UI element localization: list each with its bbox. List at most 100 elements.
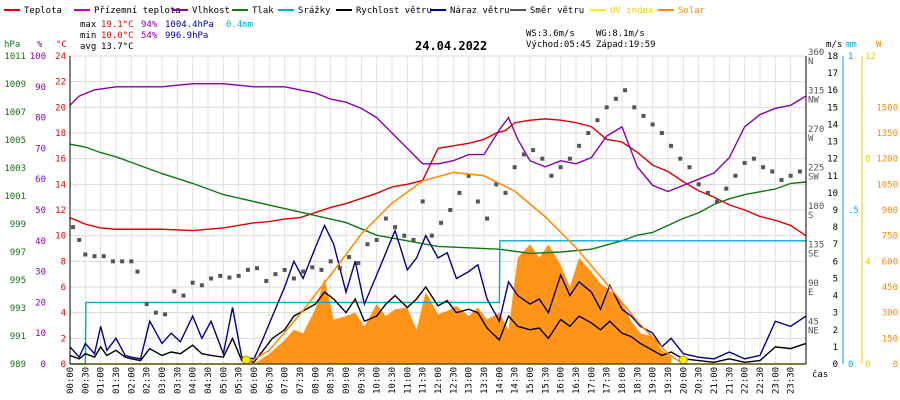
legend-label-solar: Solar	[678, 6, 706, 16]
temperature-tick-label: 20	[55, 103, 66, 113]
solar-tick-label: 900	[882, 206, 898, 216]
wind-dir-point	[227, 275, 232, 280]
wind-dir-point	[135, 269, 140, 274]
unit-time: čas	[812, 369, 828, 380]
x-tick-label: 09:30	[357, 367, 367, 394]
x-tick-label: 23:00	[771, 367, 781, 394]
humidity-tick-label: 40	[35, 237, 46, 247]
wind-dir-point	[337, 266, 342, 271]
wind-dir-point	[485, 216, 490, 221]
wind-dir-point	[310, 265, 315, 270]
stats: max 19.1°C 94% 1004.4hPa 0.4mm min 10.0°…	[80, 20, 253, 52]
stat-min-label: min	[80, 31, 96, 41]
x-tick-label: 03:00	[158, 367, 168, 394]
x-tick-label: 00:30	[81, 367, 91, 394]
solar-tick-label: 750	[882, 232, 898, 242]
wind-speed-tick-label: 15	[827, 103, 838, 113]
wind-dir-point	[521, 152, 526, 157]
wind-dir-tick-label: 315	[808, 87, 824, 97]
legend-label-wind-dir: Směr větru	[530, 6, 584, 16]
wind-speed-tick-label: 5	[833, 274, 838, 284]
series-line	[69, 83, 807, 193]
unit-ms: m/s	[826, 40, 842, 50]
pressure-tick-label: 1011	[4, 52, 26, 62]
wind-dir-point	[420, 199, 425, 204]
stat-avg-temp: 13.7°C	[101, 42, 134, 52]
wind-dir-point	[715, 199, 720, 204]
x-tick-label: 15:00	[526, 367, 536, 394]
wind-speed-tick-label: 13	[827, 138, 838, 148]
pressure-tick-label: 1003	[4, 164, 26, 174]
wind-dir-point	[475, 199, 480, 204]
uv-tick-label: 4	[865, 257, 870, 267]
sun-marker	[241, 355, 251, 365]
wind-dir-point	[604, 105, 609, 110]
pressure-tick-label: 991	[10, 332, 26, 342]
chart-title-date: 24.04.2022	[415, 39, 487, 53]
wind-dir-point	[540, 156, 545, 161]
wind-dir-point	[586, 131, 591, 135]
series-line	[69, 285, 807, 364]
wind-dir-point	[365, 242, 370, 247]
wind-dir-point	[457, 190, 462, 195]
humidity-tick-label: 20	[35, 298, 46, 308]
wind-dir-point	[129, 259, 134, 264]
wind-dir-point	[383, 216, 388, 221]
wind-speed-tick-label: 17	[827, 69, 838, 79]
x-tick-label: 19:00	[649, 367, 659, 394]
wind-speed-tick-label: 4	[833, 292, 838, 302]
uv-tick-label: 12	[865, 52, 876, 62]
x-tick-label: 18:30	[633, 367, 643, 394]
temperature-tick-label: 10	[55, 232, 66, 242]
stat-min-press: 996.9hPa	[165, 31, 208, 41]
x-tick-label: 18:00	[618, 367, 628, 394]
wind-dir-point	[696, 182, 701, 187]
unit-pct: %	[37, 40, 43, 50]
wind-dir-point	[282, 267, 287, 272]
wind-dir-point	[678, 156, 683, 161]
humidity-tick-label: 50	[35, 206, 46, 216]
wind-speed-tick-label: 8	[833, 223, 838, 233]
temperature-tick-label: 14	[55, 180, 66, 190]
wind-dir-point	[144, 302, 149, 307]
wind-dir-compass-label: NE	[808, 327, 819, 337]
wind-dir-point	[577, 143, 582, 148]
pressure-tick-label: 995	[10, 276, 26, 286]
wind-dir-point	[503, 190, 508, 195]
x-tick-label: 10:00	[373, 367, 383, 394]
temperature-tick-label: 0	[61, 360, 66, 370]
wind-dir-point	[83, 252, 88, 257]
wind-dir-tick-label: 270	[808, 125, 824, 135]
x-tick-label: 05:00	[219, 367, 229, 394]
wind-dir-point	[512, 165, 517, 170]
x-tick-label: 02:30	[143, 367, 153, 394]
legend-label-ground-temp: Přízemní teplota	[94, 6, 181, 16]
wind-dir-point	[632, 105, 637, 110]
rain-tick-label: 1	[848, 52, 853, 62]
wind-dir-tick-label: 135	[808, 241, 824, 251]
wind-dir-point	[163, 312, 168, 317]
series-line	[245, 171, 684, 365]
legend-label-wind-speed: Rychlost větru	[356, 6, 432, 16]
temperature-tick-label: 24	[55, 52, 66, 62]
solar-tick-label: 0	[893, 360, 898, 370]
wind-dir-point	[705, 190, 710, 195]
solar-tick-label: 1500	[876, 103, 898, 113]
temperature-tick-label: 18	[55, 129, 66, 139]
humidity-tick-label: 30	[35, 268, 46, 278]
x-tick-label: 20:30	[695, 367, 705, 394]
x-tick-label: 11:30	[419, 367, 429, 394]
wind-dir-point	[71, 225, 76, 230]
x-tick-label: 03:30	[173, 367, 183, 394]
x-tick-label: 17:30	[603, 367, 613, 394]
wind-speed-tick-label: 18	[827, 52, 838, 62]
solar-tick-label: 1350	[876, 129, 898, 139]
x-tick-label: 08:30	[327, 367, 337, 394]
x-tick-label: 09:00	[342, 367, 352, 394]
wind-speed-tick-label: 6	[833, 257, 838, 267]
wind-dir-point	[374, 237, 379, 242]
rain-tick-label: 0	[848, 360, 853, 370]
pressure-tick-label: 1001	[4, 192, 26, 202]
solar-measured-area	[254, 244, 672, 364]
wind-dir-point	[172, 289, 177, 294]
